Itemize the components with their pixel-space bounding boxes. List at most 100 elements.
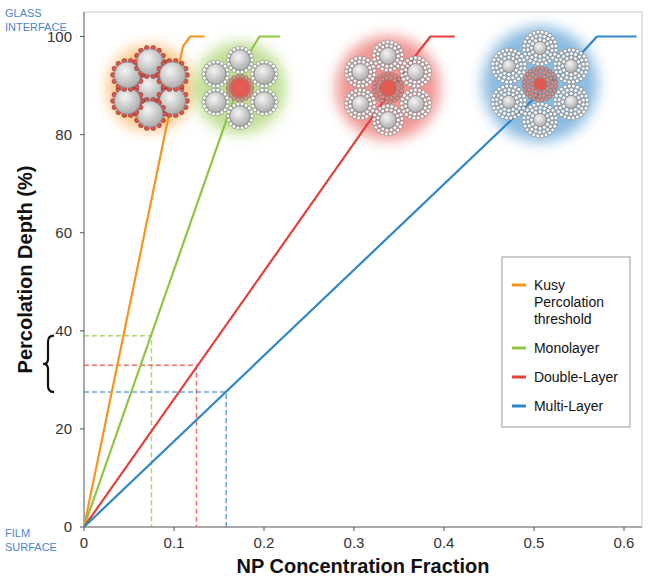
particle (413, 80, 417, 84)
particle (546, 109, 550, 113)
particle (413, 92, 417, 96)
particle (569, 76, 573, 80)
particle (408, 83, 412, 87)
particle (553, 40, 557, 44)
particle (507, 112, 511, 116)
particle (520, 54, 524, 58)
particle (548, 33, 552, 37)
particle (397, 77, 401, 81)
particle (580, 107, 584, 111)
particle (375, 78, 379, 82)
particle (556, 110, 560, 114)
particle (571, 80, 575, 84)
particle (376, 52, 380, 56)
x-tick-label: 0.4 (434, 534, 455, 551)
particle (523, 40, 527, 44)
particle (567, 80, 571, 84)
particle (556, 74, 560, 78)
y-tick (80, 134, 84, 135)
particle (523, 112, 527, 116)
particle (260, 84, 264, 88)
particle (349, 81, 353, 85)
particle (348, 68, 352, 72)
particle (525, 108, 529, 112)
particle (558, 106, 562, 110)
x-tick (354, 527, 355, 531)
particle (349, 113, 353, 117)
particle (369, 93, 373, 97)
particle (202, 72, 206, 76)
particle (577, 91, 581, 95)
particle (346, 109, 350, 113)
particle (522, 44, 526, 48)
particle (561, 100, 565, 104)
particle (544, 133, 548, 137)
particle (526, 84, 530, 88)
particle (424, 80, 428, 84)
particle (226, 86, 230, 90)
particle (553, 98, 557, 102)
particle (396, 96, 400, 100)
particle (530, 127, 534, 131)
edge-annotation: GLASSINTERFACE (5, 7, 67, 33)
particle (354, 89, 358, 93)
particle (428, 73, 432, 77)
particle (561, 64, 565, 68)
particle (549, 76, 553, 80)
particle (522, 94, 526, 98)
host-particle (230, 50, 250, 70)
particle (424, 70, 428, 74)
particle (497, 77, 501, 81)
particle (518, 58, 522, 62)
particle (375, 46, 379, 50)
particle (550, 49, 554, 53)
y-axis (84, 12, 85, 527)
brace (43, 336, 54, 392)
particle (532, 133, 536, 137)
particle (399, 49, 403, 53)
particle (393, 67, 397, 71)
particle (551, 36, 555, 40)
legend-line: threshold (534, 311, 592, 327)
particle (526, 80, 530, 84)
particle (554, 44, 558, 48)
particle (357, 80, 361, 84)
particle (250, 114, 254, 118)
particle (236, 74, 240, 78)
host-particle (137, 49, 163, 75)
particle (579, 77, 583, 81)
particle (553, 88, 557, 92)
x-axis-title: NP Concentration Fraction (237, 555, 490, 577)
particle (491, 102, 495, 106)
particle (373, 49, 377, 53)
particle (519, 98, 523, 102)
particle (569, 56, 573, 60)
particle (406, 59, 410, 63)
particle (365, 83, 369, 87)
particle (402, 109, 406, 113)
particle (426, 77, 430, 81)
particle (540, 98, 544, 102)
particle (538, 94, 542, 98)
particle (497, 87, 501, 91)
host-particle (254, 92, 274, 112)
particle (517, 77, 521, 81)
particle (517, 71, 521, 75)
particle (550, 116, 554, 120)
particle (540, 102, 544, 106)
particle (538, 74, 542, 78)
particle (536, 102, 540, 106)
particle (400, 57, 404, 61)
particle (240, 70, 244, 74)
host-particle (380, 48, 397, 65)
particle (408, 115, 412, 119)
particle (525, 92, 529, 96)
particle (425, 93, 429, 97)
particle (413, 60, 417, 64)
particle (584, 58, 588, 62)
particle (368, 112, 372, 116)
particle (550, 85, 554, 89)
particle (354, 57, 358, 61)
particle (226, 114, 230, 118)
host-particle (380, 80, 397, 97)
